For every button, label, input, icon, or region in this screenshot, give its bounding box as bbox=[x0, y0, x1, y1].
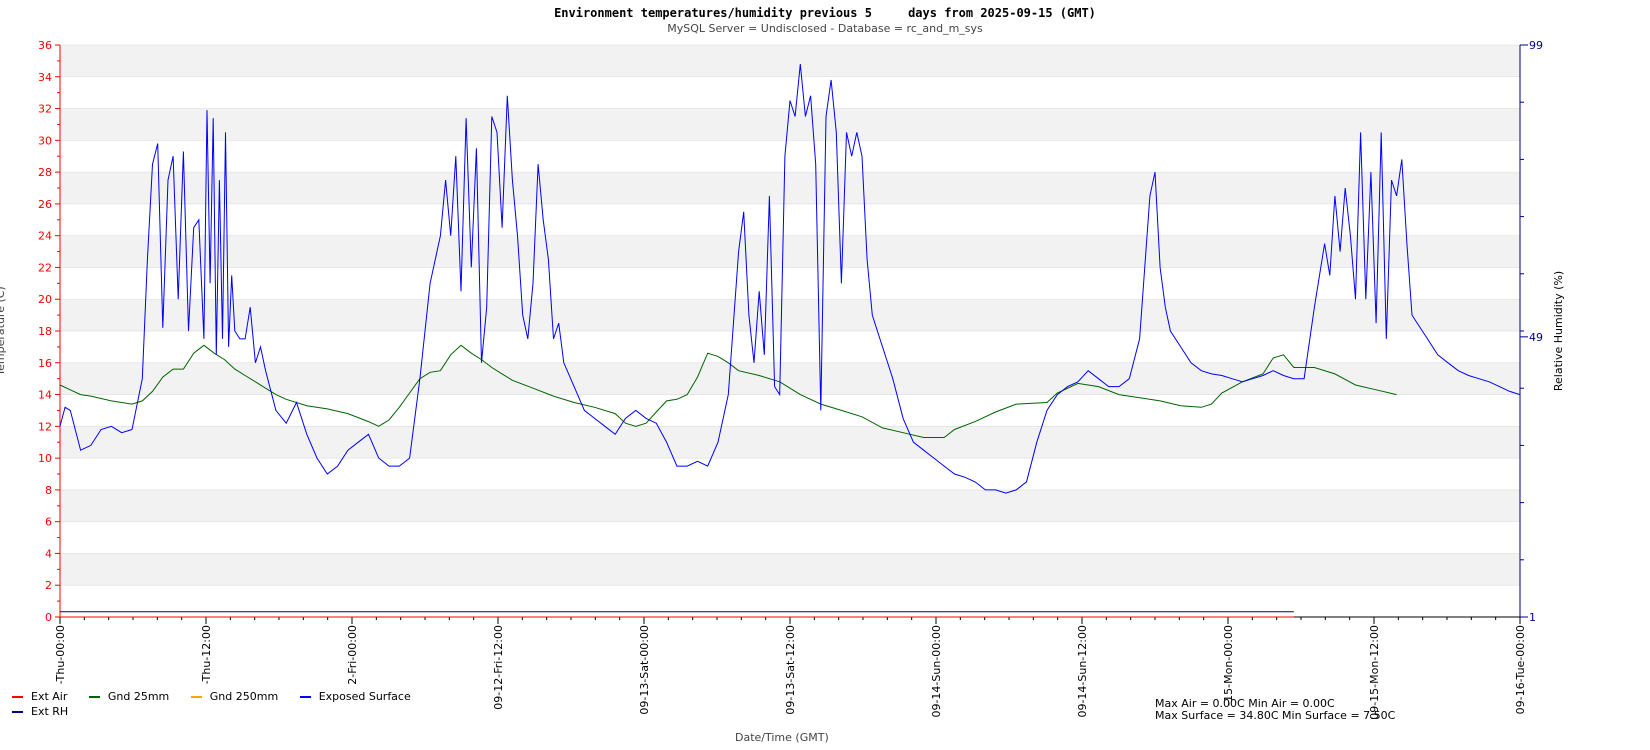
left-tick-label: 14 bbox=[38, 389, 52, 402]
stats-air: Max Air = 0.00C Min Air = 0.00C bbox=[1155, 697, 1335, 710]
x-tick-label: 09-16-Tue-00:00 bbox=[1514, 625, 1527, 714]
left-tick-label: 6 bbox=[45, 516, 52, 529]
left-tick-label: 28 bbox=[38, 166, 52, 179]
grid-band bbox=[59, 394, 1521, 427]
left-tick-label: 20 bbox=[38, 293, 52, 306]
left-tick-label: 34 bbox=[38, 71, 52, 84]
left-tick-label: 36 bbox=[38, 39, 52, 52]
grid-band bbox=[59, 584, 1521, 618]
left-tick-label: 30 bbox=[38, 134, 52, 147]
legend-row-2: Ext RH bbox=[12, 705, 86, 718]
stats-surface: Max Surface = 34.80C Min Surface = 7.50C bbox=[1155, 709, 1396, 722]
grid-band bbox=[59, 362, 1521, 395]
left-tick-label: 12 bbox=[38, 420, 52, 433]
grid-band bbox=[59, 521, 1521, 554]
x-tick-label: 09-14-Sun-12:00 bbox=[1076, 625, 1089, 718]
x-tick-label: 09-13-Sat-12:00 bbox=[784, 625, 797, 715]
x-tick-label: -Thu-00:00 bbox=[54, 625, 67, 684]
left-axis-title: Temperature (C) bbox=[0, 286, 7, 376]
series-line-gnd-25mm bbox=[59, 344, 1397, 438]
left-tick-label: 32 bbox=[38, 103, 52, 116]
right-tick-label: 1 bbox=[1529, 611, 1536, 624]
x-tick-label: 2-Fri-00:00 bbox=[346, 625, 359, 685]
grid-band bbox=[59, 267, 1521, 300]
right-tick-label: 99 bbox=[1529, 39, 1543, 52]
x-tick-label: 09-15-Mon-12:00 bbox=[1368, 625, 1381, 720]
grid-band bbox=[59, 171, 1521, 205]
left-tick-label: 26 bbox=[38, 198, 52, 211]
grid-band bbox=[59, 553, 1521, 586]
grid-band bbox=[59, 298, 1521, 332]
grid-band bbox=[59, 44, 1521, 78]
legend-item-gnd-25mm: Gnd 25mm bbox=[88, 690, 169, 703]
left-tick-label: 10 bbox=[38, 452, 52, 465]
grid-band bbox=[59, 203, 1521, 236]
grid-band bbox=[59, 140, 1521, 173]
right-tick-label: 49 bbox=[1529, 331, 1543, 344]
legend-item-exposed-surface: Exposed Surface bbox=[299, 690, 411, 703]
x-tick-label: 09-12-Fri-12:00 bbox=[492, 625, 505, 710]
legend-item-ext-air: Ext Air bbox=[12, 690, 67, 703]
legend-item-gnd-250mm: Gnd 250mm bbox=[190, 690, 278, 703]
x-tick-label: 09-14-Sun-00:00 bbox=[930, 625, 943, 718]
grid-band bbox=[59, 426, 1521, 459]
x-tick-label: -15-Mon-00:00 bbox=[1222, 625, 1235, 706]
x-tick-label: -Thu-12:00 bbox=[200, 625, 213, 684]
series-line-exposed-surface bbox=[59, 64, 1521, 494]
grid-band bbox=[59, 330, 1521, 364]
grid-band bbox=[59, 108, 1521, 141]
grid-band bbox=[59, 457, 1521, 491]
left-tick-label: 16 bbox=[38, 357, 52, 370]
left-tick-label: 0 bbox=[45, 611, 52, 624]
left-tick-label: 22 bbox=[38, 261, 52, 274]
right-axis-title: Relative Humidity (%) bbox=[1552, 271, 1565, 391]
left-tick-label: 18 bbox=[38, 325, 52, 338]
grid-band bbox=[59, 489, 1521, 522]
x-axis-title: Date/Time (GMT) bbox=[735, 731, 829, 744]
left-tick-label: 24 bbox=[38, 230, 52, 243]
grid-band bbox=[59, 235, 1521, 268]
x-tick-label: 09-13-Sat-00:00 bbox=[638, 625, 651, 715]
legend-item-ext-rh: Ext RH bbox=[12, 705, 68, 718]
left-tick-label: 2 bbox=[45, 579, 52, 592]
legend-row-1: Ext Air Gnd 25mm Gnd 250mm Exposed Surfa… bbox=[12, 690, 429, 703]
left-tick-label: 4 bbox=[45, 547, 52, 560]
stats-summary: Max Air = 0.00C Min Air = 0.00C Max Surfa… bbox=[1155, 698, 1395, 722]
chart-subtitle: MySQL Server = Undisclosed - Database = … bbox=[667, 22, 983, 35]
chart-title: Environment temperatures/humidity previo… bbox=[554, 6, 1096, 20]
left-tick-label: 8 bbox=[45, 484, 52, 497]
